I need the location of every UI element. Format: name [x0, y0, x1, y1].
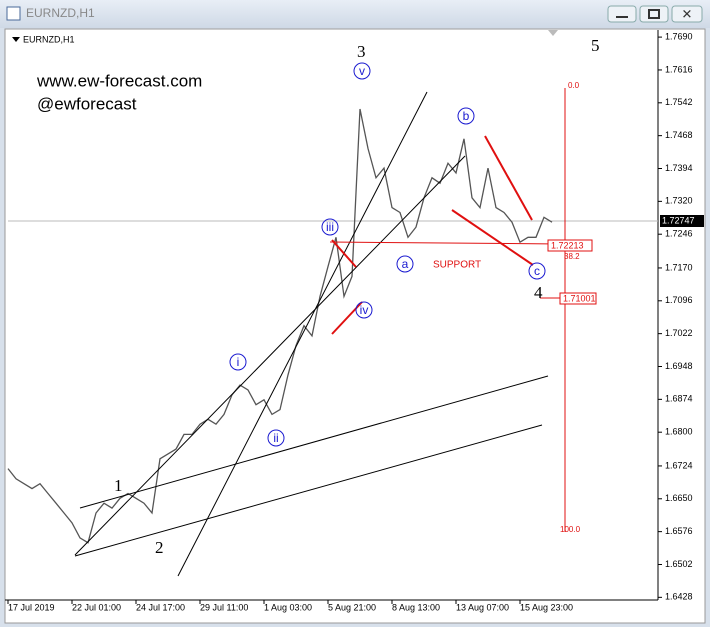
symbol-label: EURNZD,H1 [23, 34, 75, 44]
y-tick-label: 1.7320 [665, 196, 693, 206]
y-tick-label: 1.6948 [665, 361, 693, 371]
y-tick-label: 1.7690 [665, 31, 693, 41]
y-tick-label: 1.7096 [665, 295, 693, 305]
level-label: 1.72213 [551, 240, 584, 250]
window-title: EURNZD,H1 [26, 6, 95, 20]
x-tick-label: 5 Aug 21:00 [328, 602, 376, 612]
close-button[interactable] [671, 5, 703, 23]
wave-circle [528, 262, 546, 280]
wave-label: 3 [357, 42, 366, 61]
shift-marker [548, 30, 558, 36]
y-tick-label: 1.7170 [665, 262, 693, 272]
y-tick-label: 1.6874 [665, 394, 693, 404]
fib-label: 38.2 [564, 252, 580, 261]
wave-circle [396, 255, 414, 273]
wave-circle [457, 107, 475, 125]
app-icon [6, 6, 21, 21]
x-tick-label: 29 Jul 11:00 [200, 602, 248, 612]
price-line [7, 108, 553, 544]
wave-circle [353, 62, 371, 80]
current-price-box [660, 215, 704, 227]
fib-label: 100.0 [560, 525, 581, 534]
trend-line [331, 301, 363, 335]
x-tick-label: 13 Aug 07:00 [456, 602, 509, 612]
handle: @ewforecast [37, 94, 137, 113]
wave-label: b [463, 109, 470, 123]
trend-line [484, 135, 533, 221]
wave-label: 2 [155, 538, 164, 557]
channel-line [177, 91, 428, 577]
x-tick-label: 22 Jul 01:00 [72, 602, 121, 612]
close-icon: ✕ [682, 6, 693, 21]
chart-area [4, 28, 706, 624]
y-tick-label: 1.6724 [665, 460, 693, 470]
current-price: 1.72747 [662, 215, 695, 225]
website: www.ew-forecast.com [36, 71, 202, 90]
wave-label: 1 [114, 476, 123, 495]
wave-label: c [534, 264, 540, 278]
wave-label: iv [360, 303, 369, 317]
x-tick-label: 24 Jul 17:00 [136, 602, 185, 612]
wave-circle [321, 218, 339, 236]
wave-circle [229, 353, 247, 371]
x-tick-label: 8 Aug 13:00 [392, 602, 440, 612]
y-tick-label: 1.6650 [665, 493, 693, 503]
trend-line [331, 239, 357, 268]
trend-line [451, 209, 534, 266]
fib-label: 0.0 [568, 81, 580, 90]
maximize-button[interactable] [639, 5, 669, 23]
wave-label: ii [273, 431, 278, 445]
y-tick-label: 1.7022 [665, 328, 693, 338]
y-tick-label: 1.7616 [665, 64, 693, 74]
y-tick-label: 1.7394 [665, 163, 693, 173]
minimize-button[interactable] [607, 5, 637, 23]
symbol-marker [12, 37, 20, 42]
wave-label: v [359, 64, 365, 78]
support-line [329, 241, 561, 245]
wave-circle [267, 429, 285, 447]
x-tick-label: 17 Jul 2019 [8, 602, 55, 612]
x-tick-label: 15 Aug 23:00 [520, 602, 573, 612]
y-tick-label: 1.6576 [665, 526, 693, 536]
wave-label: 5 [591, 36, 600, 55]
wave-label: 4 [534, 283, 543, 302]
level-box [559, 292, 597, 305]
support-label: SUPPORT [433, 260, 481, 271]
title-bar [0, 0, 710, 28]
level-label: 1.71001 [563, 293, 596, 303]
y-tick-label: 1.7468 [665, 130, 693, 140]
wave-label: i [237, 355, 240, 369]
plot [7, 108, 553, 544]
level-box [547, 239, 593, 252]
maximize-icon [648, 9, 660, 19]
y-tick-label: 1.7542 [665, 97, 693, 107]
channel-line [74, 424, 543, 557]
x-tick-label: 1 Aug 03:00 [264, 602, 312, 612]
wave-circle [355, 301, 373, 319]
wave-label: iii [326, 220, 334, 234]
y-tick-label: 1.7246 [665, 229, 693, 239]
y-tick-label: 1.6800 [665, 427, 693, 437]
y-tick-label: 1.6428 [665, 592, 693, 602]
y-tick-label: 1.6502 [665, 559, 693, 569]
wave-label: a [402, 257, 409, 271]
channel-line [79, 375, 549, 509]
channel-line [74, 155, 466, 556]
